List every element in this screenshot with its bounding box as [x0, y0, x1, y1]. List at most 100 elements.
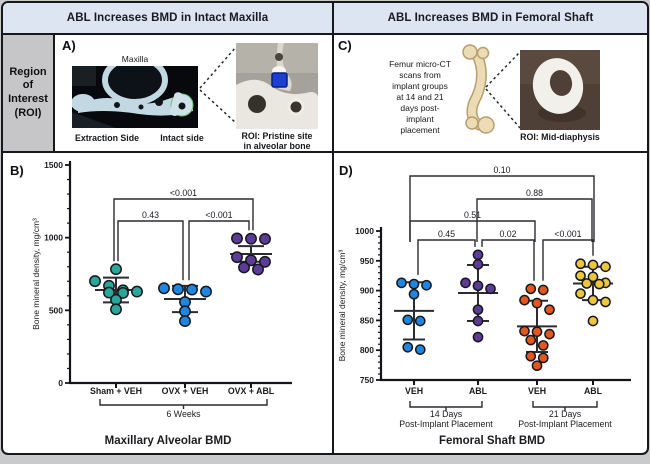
header-left-title: ABL Increases BMD in Intact Maxilla [66, 12, 269, 24]
y-axis-title: Bone mineral density, mg/cm³ [337, 249, 347, 361]
data-point [131, 285, 143, 298]
p-value-label: <0.001 [205, 210, 232, 220]
data-point [531, 360, 543, 372]
maxilla-caption: Maxilla [121, 54, 149, 64]
p-value-label: 0.02 [499, 229, 516, 239]
roi-sidebar-label: Region of Interest (ROI) [8, 65, 48, 119]
y-tick-label: 800 [360, 345, 374, 355]
data-point [110, 263, 122, 276]
data-point [259, 233, 271, 245]
x-group-bracket [99, 399, 268, 409]
data-point [172, 283, 184, 296]
intact-side-caption: Intact side [160, 133, 204, 143]
data-point [472, 331, 484, 343]
significance-bracket [113, 198, 254, 262]
data-point [575, 258, 586, 270]
y-tick-label: 500 [49, 305, 63, 315]
data-point [460, 277, 471, 289]
chart-title: Maxillary Alveolar BMD [105, 435, 232, 447]
p-value-label: 0.10 [493, 165, 510, 175]
data-point [414, 315, 426, 327]
p-value-label: 0.45 [438, 229, 455, 239]
significance-bracket [409, 220, 536, 242]
data-point [245, 232, 257, 245]
data-point [179, 315, 191, 328]
x-group-bracket-label: Post-Implant Placement [399, 419, 493, 429]
data-point [252, 263, 264, 276]
y-tick-label: 1500 [44, 160, 63, 170]
chart-title: Femoral Shaft BMD [439, 435, 545, 447]
significance-bracket [188, 220, 250, 281]
p-value-label: 0.51 [464, 210, 481, 220]
data-point [600, 261, 611, 273]
header-right-title: ABL Increases BMD in Femoral Shaft [387, 12, 594, 24]
p-value-label: 0.43 [142, 210, 159, 220]
maxilla-roi-image [236, 43, 318, 129]
extraction-side-caption: Extraction Side [74, 133, 140, 143]
data-point [600, 296, 611, 308]
femur-illustration [462, 44, 495, 134]
panel-d-label: D) [339, 163, 353, 178]
panel-a: A) Maxilla Extraction Side Intact side [57, 35, 332, 151]
data-point [396, 277, 407, 289]
category-label: VEH [405, 386, 423, 396]
data-point [421, 279, 432, 291]
data-point [537, 340, 549, 351]
x-group-bracket-label: 21 Days [549, 409, 582, 419]
data-point [519, 294, 530, 306]
data-point [414, 344, 426, 355]
header-right: ABL Increases BMD in Femoral Shaft [334, 3, 647, 33]
divider-under-roi-row [3, 151, 647, 153]
x-group-bracket [532, 401, 598, 411]
data-point [531, 326, 543, 338]
data-point [519, 325, 530, 337]
category-label: Sham + VEH [90, 386, 142, 396]
data-point [245, 254, 257, 267]
p-value-label: <0.001 [554, 229, 581, 239]
data-point [531, 297, 543, 309]
data-point [472, 280, 484, 292]
data-point [587, 315, 599, 327]
y-tick-label: 850 [360, 315, 374, 325]
header-left: ABL Increases BMD in Intact Maxilla [3, 3, 332, 33]
data-point [575, 270, 586, 282]
data-point [587, 294, 599, 306]
chart-panel-b: 0 500 1000 1500 Bone mineral density, mg/cm³… [31, 160, 292, 447]
category-label: ABL [469, 386, 488, 396]
data-point [544, 304, 555, 316]
x-group-bracket-label: 14 Days [430, 409, 463, 419]
significance-bracket [481, 239, 535, 281]
data-point [587, 259, 599, 271]
y-tick-label: 750 [360, 375, 374, 385]
data-point [525, 283, 537, 295]
data-point [472, 304, 484, 316]
x-group-bracket-label: 6 Weeks [166, 409, 201, 419]
data-point [89, 275, 101, 288]
divider-center [332, 3, 334, 453]
data-point [231, 251, 243, 264]
data-point [238, 261, 250, 274]
chart-panel-d: 750 800 850 900 950 1000 Bone mineral density,… [337, 165, 631, 447]
data-point [537, 284, 549, 296]
panel-b-label: B) [10, 163, 24, 178]
femur-roi-image [520, 50, 600, 130]
data-point [408, 278, 420, 290]
roi-sidebar: Region of Interest (ROI) [3, 35, 55, 151]
data-point [408, 288, 420, 300]
data-point [110, 303, 122, 316]
data-point [200, 285, 212, 298]
data-point [402, 341, 414, 353]
panel-c-label: C) [338, 38, 352, 53]
data-point [117, 286, 129, 299]
data-point [593, 278, 605, 290]
maxilla-ct-image [72, 66, 198, 128]
femur-roi-caption: ROI: Mid-diaphysis [520, 132, 600, 142]
x-group-bracket [409, 401, 483, 411]
data-point [179, 305, 191, 318]
data-point [575, 288, 586, 299]
data-point [537, 352, 549, 364]
data-point [581, 278, 593, 289]
category-label: OVX + VEH [162, 386, 209, 396]
data-point [525, 350, 537, 362]
